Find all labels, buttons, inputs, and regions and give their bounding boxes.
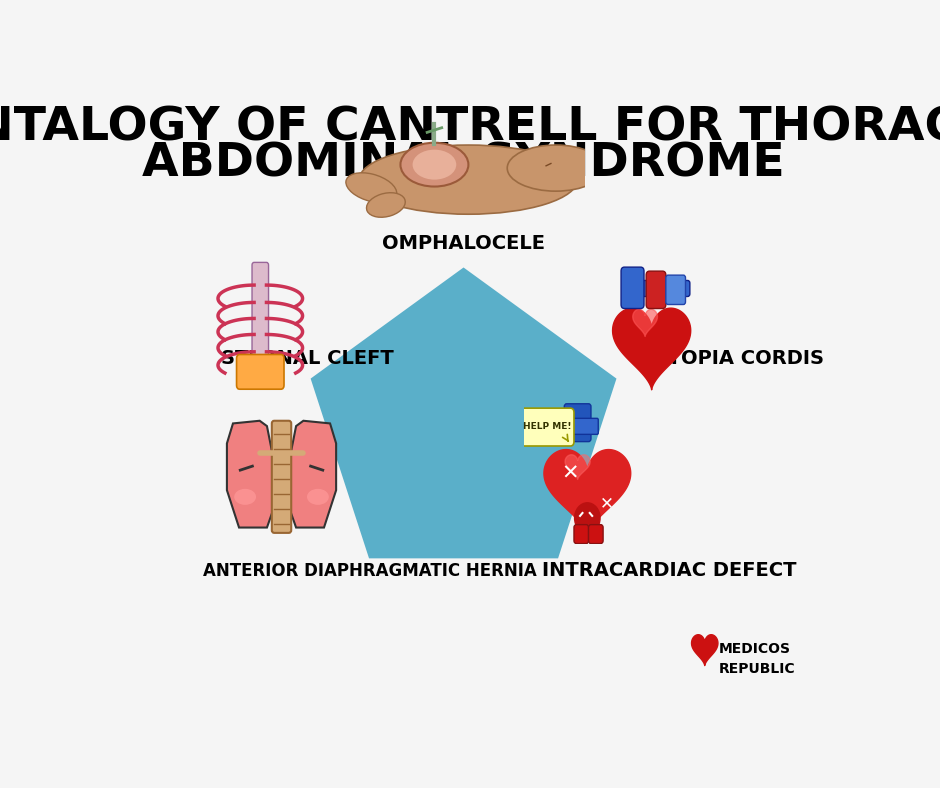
Text: ECTOPIA CORDIS: ECTOPIA CORDIS — [639, 349, 823, 368]
Text: ANTERIOR DIAPHRAGMATIC HERNIA: ANTERIOR DIAPHRAGMATIC HERNIA — [203, 562, 537, 580]
Text: INTRACARDIAC DEFECT: INTRACARDIAC DEFECT — [542, 561, 797, 581]
Text: ABDOMINAL SYNDROME: ABDOMINAL SYNDROME — [142, 142, 785, 187]
Text: MEDICOS: MEDICOS — [718, 641, 791, 656]
Text: OMPHALOCELE: OMPHALOCELE — [382, 234, 545, 253]
Text: PENTALOGY OF CANTRELL FOR THORACO-: PENTALOGY OF CANTRELL FOR THORACO- — [0, 106, 940, 151]
Text: REPUBLIC: REPUBLIC — [718, 662, 795, 676]
Text: STERNAL CLEFT: STERNAL CLEFT — [221, 349, 394, 368]
Polygon shape — [310, 267, 617, 559]
